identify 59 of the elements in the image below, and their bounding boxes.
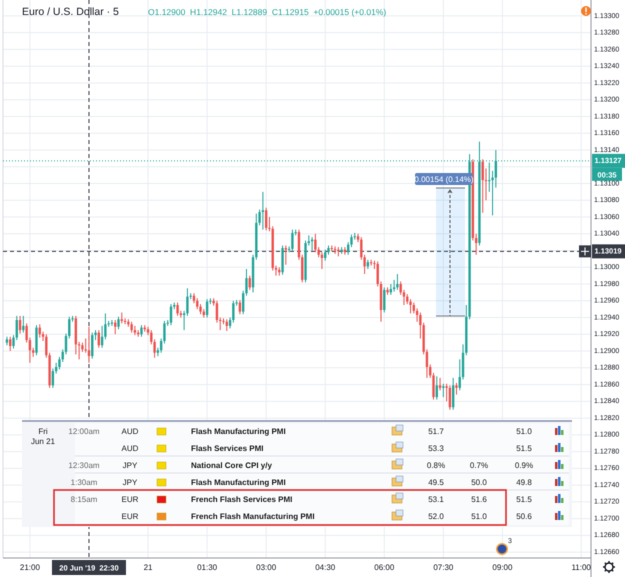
candlestick xyxy=(334,246,336,254)
x-tick-label: 06:00 xyxy=(374,563,395,572)
text: 0.9% xyxy=(514,461,534,470)
candlestick xyxy=(310,237,314,251)
text: EUR xyxy=(122,512,138,521)
candlestick xyxy=(144,325,146,332)
x-tick-label: 03:00 xyxy=(256,563,277,572)
candlestick xyxy=(330,245,333,252)
text: 50.0 xyxy=(471,478,487,487)
candlestick xyxy=(110,320,114,326)
x-tick-label: 09:00 xyxy=(492,563,513,572)
text: 49.8 xyxy=(516,478,532,487)
annotation: 0.00154 (0.14%) xyxy=(414,175,474,184)
x-tick-label: 21 xyxy=(144,563,154,572)
text: Fri xyxy=(38,427,48,436)
text: 50.6 xyxy=(516,512,532,521)
text: 8:15am xyxy=(70,495,98,504)
text: EUR xyxy=(122,495,138,504)
x-tick-label: 07:30 xyxy=(433,563,454,572)
text: French Flash Services PMI xyxy=(191,495,292,504)
text: Flash Manufacturing PMI xyxy=(191,427,286,436)
text: AUD xyxy=(122,427,138,436)
text: 0.8% xyxy=(426,461,446,470)
text: 51.0 xyxy=(516,427,532,436)
candlestick xyxy=(370,260,372,266)
text: 0.7% xyxy=(470,461,488,470)
text: French Flash Manufacturing PMI xyxy=(191,512,315,521)
candlestick xyxy=(337,247,340,256)
text: 1:30am xyxy=(70,478,98,487)
x-tick-label: 01:30 xyxy=(197,563,218,572)
text: 53.1 xyxy=(428,495,444,504)
text: JPY xyxy=(122,461,138,470)
text: Euro / U.S. Dollar · 5 xyxy=(22,6,120,18)
text: Jun 21 xyxy=(30,437,56,446)
candlestick xyxy=(120,312,123,324)
text: Flash Manufacturing PMI xyxy=(191,478,286,487)
text: 51.7 xyxy=(428,427,444,436)
text: 49.5 xyxy=(428,478,444,487)
text: 51.0 xyxy=(471,512,487,521)
text: O1.12900 H1.12942 L1.12889 C1.12915 +0.00015 (+0.01%) xyxy=(148,7,386,17)
text: JPY xyxy=(122,478,138,487)
text: 12:30am xyxy=(68,461,100,470)
text: 51.5 xyxy=(516,444,532,453)
text: 53.3 xyxy=(428,444,444,453)
text: 51.6 xyxy=(471,495,487,504)
candlestick xyxy=(340,247,343,254)
text: AUD xyxy=(122,444,138,453)
text: 51.5 xyxy=(516,495,532,504)
x-tick-label: 21:00 xyxy=(20,563,40,572)
x-tick-label: 04:30 xyxy=(315,563,336,572)
candlestick xyxy=(442,384,445,398)
text: Flash Services PMI xyxy=(191,444,264,453)
candlestick xyxy=(136,330,140,337)
candlestick xyxy=(262,192,264,230)
x-tick-label: 11:00 xyxy=(571,563,592,572)
text: National Core CPI y/y xyxy=(191,461,272,470)
text: 12:00am xyxy=(68,427,100,436)
text: 52.0 xyxy=(428,512,444,521)
candlestick xyxy=(284,245,288,265)
